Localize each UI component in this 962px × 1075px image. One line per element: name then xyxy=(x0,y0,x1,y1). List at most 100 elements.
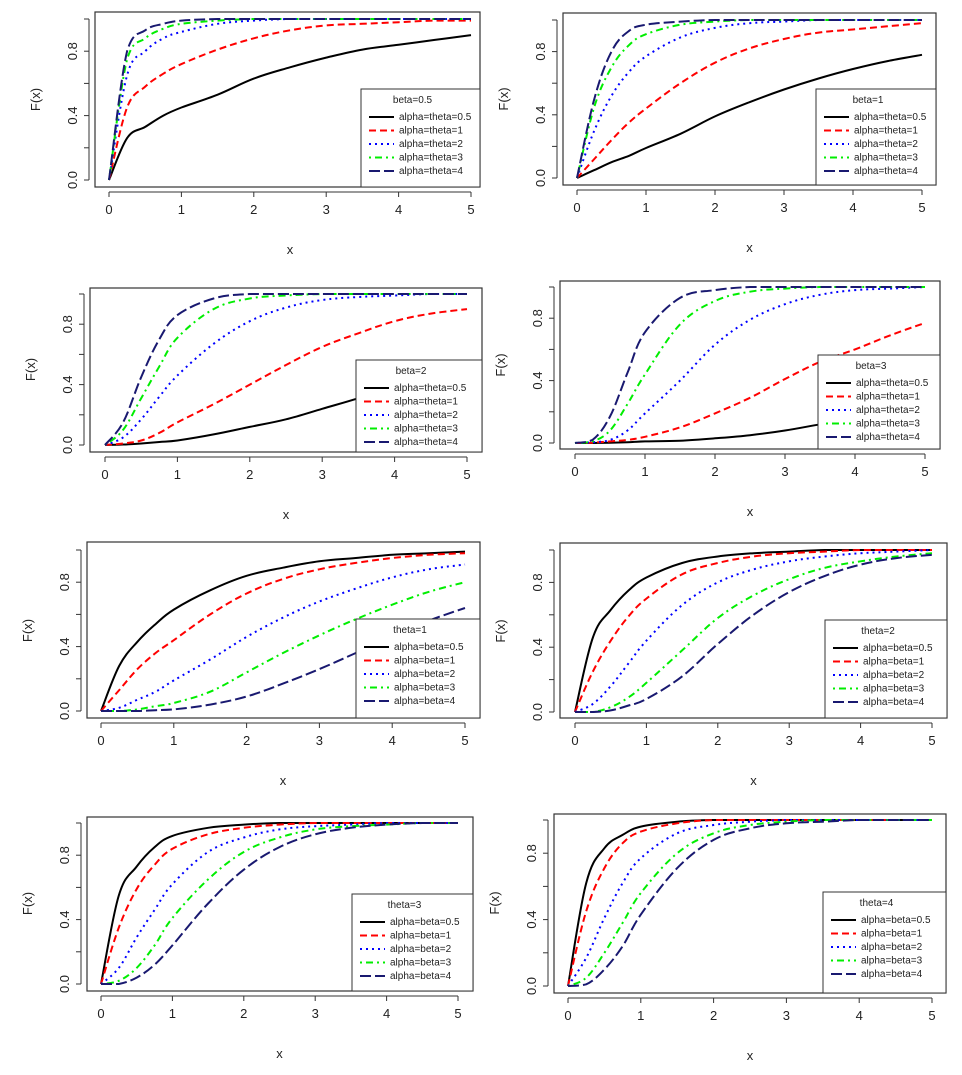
legend-entry: alpha=beta=3 xyxy=(861,956,923,967)
legend-entry: alpha=beta=1 xyxy=(863,657,925,668)
legend: beta=2 alpha=theta=0.5 alpha=theta=1 alpha=… xyxy=(355,359,483,453)
legend-entry: alpha=beta=1 xyxy=(390,931,452,942)
x-tick-label: 2 xyxy=(240,1006,247,1021)
x-axis-label: x xyxy=(276,1046,283,1061)
x-tick-label: 0 xyxy=(97,1006,104,1021)
x-tick-label: 5 xyxy=(461,733,468,748)
x-axis-label: x xyxy=(287,242,294,257)
x-tick-label: 0 xyxy=(97,733,104,748)
series-line-2 xyxy=(100,552,466,712)
x-tick-label: 4 xyxy=(383,1006,390,1021)
legend-entry: alpha=beta=1 xyxy=(394,656,456,667)
series-line-5 xyxy=(104,292,467,446)
legend-entry: alpha=theta=1 xyxy=(394,397,458,408)
series-line-1 xyxy=(100,550,466,712)
legend-entry: alpha=theta=4 xyxy=(856,432,920,443)
x-tick-label: 2 xyxy=(711,200,718,215)
x-tick-label: 0 xyxy=(105,202,112,217)
y-tick-label: 0.4 xyxy=(530,372,545,390)
legend-entry: alpha=beta=3 xyxy=(390,958,452,969)
x-tick-label: 3 xyxy=(783,1008,790,1023)
legend-entry: alpha=theta=1 xyxy=(854,126,918,137)
legend-entry: alpha=theta=3 xyxy=(399,153,463,164)
y-axis-label: F(x) xyxy=(20,619,35,642)
legend-entry: alpha=beta=2 xyxy=(390,944,452,955)
series-lines xyxy=(100,822,458,986)
y-tick-label: 0.0 xyxy=(530,703,545,721)
series-lines xyxy=(108,18,472,181)
x-tick-label: 0 xyxy=(564,1008,571,1023)
x-tick-label: 3 xyxy=(786,733,793,748)
x-tick-label: 1 xyxy=(174,467,181,482)
legend-entry: alpha=theta=4 xyxy=(854,166,918,177)
series-line-2 xyxy=(100,822,458,985)
legend-title: beta=2 xyxy=(396,366,427,377)
x-tick-label: 2 xyxy=(710,1008,717,1023)
x-tick-label: 4 xyxy=(851,464,858,479)
series-line-2 xyxy=(108,19,471,181)
legend-entry: alpha=theta=4 xyxy=(399,166,463,177)
x-tick-label: 5 xyxy=(928,733,935,748)
legend-entry: alpha=theta=3 xyxy=(854,153,918,164)
legend-entry: alpha=theta=0.5 xyxy=(854,112,927,123)
x-tick-label: 0 xyxy=(571,733,578,748)
y-tick-label: 0.8 xyxy=(57,573,72,591)
y-tick-label: 0.8 xyxy=(57,846,72,864)
x-tick-label: 2 xyxy=(711,464,718,479)
x-tick-label: 5 xyxy=(454,1006,461,1021)
legend-entry: alpha=beta=0.5 xyxy=(394,642,464,653)
x-tick-label: 2 xyxy=(714,733,721,748)
chart-panel-4: 0 1 2 3 4 5 x 0.0 0.4 0.8 F(x) beta=3 alpha=theta=0.… xyxy=(493,280,941,519)
series-line-4 xyxy=(101,581,466,712)
y-tick-label: 0.0 xyxy=(57,975,72,993)
x-tick-label: 4 xyxy=(395,202,402,217)
x-tick-label: 0 xyxy=(571,464,578,479)
y-axis-label: F(x) xyxy=(20,892,35,915)
legend: theta=4 alpha=beta=0.5 alpha=beta=1 alpha=b… xyxy=(822,891,947,994)
series-line-3 xyxy=(567,819,932,987)
series-line-5 xyxy=(576,19,922,179)
y-tick-label: 0.8 xyxy=(60,315,75,333)
legend-title: beta=1 xyxy=(853,95,884,106)
legend-box xyxy=(824,619,948,719)
y-tick-label: 0.4 xyxy=(57,638,72,656)
x-tick-label: 1 xyxy=(637,1008,644,1023)
series-line-3 xyxy=(574,549,933,713)
series-lines xyxy=(574,548,933,713)
legend-entry: alpha=theta=4 xyxy=(394,437,458,448)
legend-box xyxy=(355,359,483,453)
y-tick-label: 0.8 xyxy=(65,42,80,60)
series-line-4 xyxy=(100,822,458,985)
x-tick-label: 4 xyxy=(849,200,856,215)
y-tick-label: 0.4 xyxy=(530,638,545,656)
x-tick-label: 3 xyxy=(781,464,788,479)
y-axis-label: F(x) xyxy=(496,87,511,110)
legend-entry: alpha=beta=0.5 xyxy=(863,643,933,654)
series-line-5 xyxy=(567,819,932,987)
legend-entry: alpha=theta=2 xyxy=(394,410,458,421)
x-axis-label: x xyxy=(283,507,290,522)
y-tick-label: 0.0 xyxy=(57,702,72,720)
series-line-5 xyxy=(575,553,933,713)
x-tick-label: 1 xyxy=(641,464,648,479)
x-tick-label: 3 xyxy=(316,733,323,748)
series-line-2 xyxy=(576,22,923,179)
legend-box xyxy=(817,354,941,450)
chart-panel-6: 0 1 2 3 4 5 x 0.0 0.4 0.8 F(x) theta=2 alpha=beta=0.… xyxy=(493,542,948,788)
legend-entry: alpha=theta=1 xyxy=(856,392,920,403)
y-axis-label: F(x) xyxy=(28,88,43,111)
y-tick-label: 0.8 xyxy=(530,573,545,591)
x-tick-label: 2 xyxy=(246,467,253,482)
x-axis-label: x xyxy=(747,504,754,519)
legend-entry: alpha=theta=2 xyxy=(399,139,463,150)
x-tick-label: 1 xyxy=(169,1006,176,1021)
x-tick-label: 2 xyxy=(243,733,250,748)
legend-entry: alpha=beta=2 xyxy=(863,670,925,681)
y-tick-label: 0.0 xyxy=(60,436,75,454)
series-line-2 xyxy=(574,548,932,713)
legend-entry: alpha=theta=3 xyxy=(394,424,458,435)
series-line-3 xyxy=(100,822,458,985)
x-tick-label: 2 xyxy=(250,202,257,217)
legend-entry: alpha=theta=3 xyxy=(856,419,920,430)
